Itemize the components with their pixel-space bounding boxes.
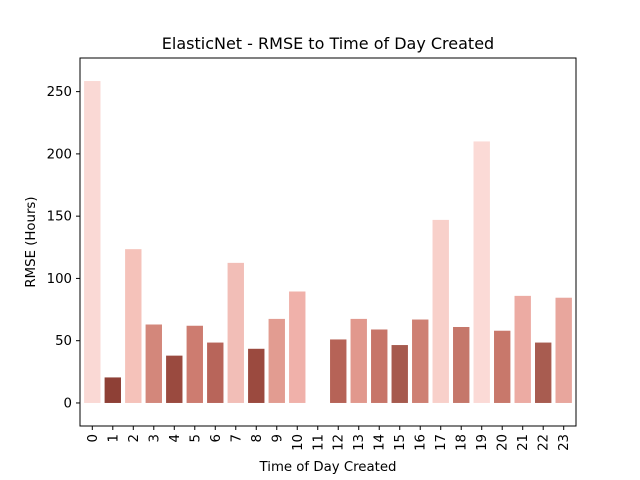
x-tick-label: 22 — [537, 434, 552, 451]
bar-9 — [269, 319, 285, 403]
bar-21 — [515, 296, 531, 403]
x-tick-label: 1 — [106, 434, 121, 442]
x-tick-label: 7 — [229, 434, 244, 442]
x-tick-label: 4 — [168, 434, 183, 442]
x-tick-label: 20 — [496, 434, 511, 451]
x-axis-label: Time of Day Created — [259, 460, 397, 475]
bar-6 — [207, 343, 223, 403]
bar-16 — [412, 320, 428, 403]
x-tick-label: 19 — [475, 434, 490, 451]
x-tick-label: 6 — [209, 434, 224, 442]
x-tick-label: 12 — [332, 434, 347, 451]
y-axis-ticks: 0 50 100 150 200 250 — [47, 85, 80, 411]
bar-10 — [289, 292, 305, 403]
chart-title: ElasticNet - RMSE to Time of Day Created — [162, 34, 494, 53]
y-tick-label: 0 — [64, 396, 72, 411]
x-tick-label: 14 — [373, 434, 388, 451]
bar-20 — [494, 331, 510, 403]
bar-14 — [371, 329, 387, 402]
x-tick-label: 21 — [516, 434, 531, 451]
x-tick-label: 8 — [250, 434, 265, 442]
bar-19 — [474, 141, 490, 403]
bar-0 — [84, 81, 100, 403]
x-tick-label: 16 — [414, 434, 429, 451]
bar-7 — [228, 263, 244, 403]
x-tick-label: 11 — [311, 434, 326, 451]
bar-3 — [146, 325, 162, 403]
x-tick-label: 17 — [434, 434, 449, 451]
x-axis-ticks: 0 1 2 3 4 5 6 7 8 9 10 11 12 13 14 15 16 17 18 19 20 21 22 23 — [86, 426, 572, 451]
x-tick-label: 0 — [86, 434, 101, 442]
bar-13 — [351, 319, 367, 403]
bar-2 — [125, 249, 141, 403]
bar-15 — [392, 345, 408, 403]
x-tick-label: 13 — [352, 434, 367, 451]
bars-group — [84, 81, 572, 403]
bar-12 — [330, 339, 346, 403]
bar-18 — [453, 327, 469, 403]
y-tick-label: 50 — [55, 334, 72, 349]
y-tick-label: 100 — [47, 272, 72, 287]
bar-5 — [187, 326, 203, 403]
y-tick-label: 150 — [47, 210, 72, 225]
x-tick-label: 9 — [270, 434, 285, 442]
x-tick-label: 18 — [455, 434, 470, 451]
y-tick-label: 250 — [47, 85, 72, 100]
y-axis-label: RMSE (Hours) — [24, 196, 39, 287]
bar-8 — [248, 349, 264, 403]
bar-23 — [556, 298, 572, 403]
bar-1 — [105, 377, 121, 403]
y-tick-label: 200 — [47, 147, 72, 162]
x-tick-label: 3 — [147, 434, 162, 442]
x-tick-label: 15 — [393, 434, 408, 451]
bar-17 — [433, 220, 449, 403]
bar-22 — [535, 343, 551, 403]
x-tick-label: 23 — [557, 434, 572, 451]
x-tick-label: 5 — [188, 434, 203, 442]
x-tick-label: 2 — [127, 434, 142, 442]
x-tick-label: 10 — [291, 434, 306, 451]
bar-4 — [166, 356, 182, 403]
